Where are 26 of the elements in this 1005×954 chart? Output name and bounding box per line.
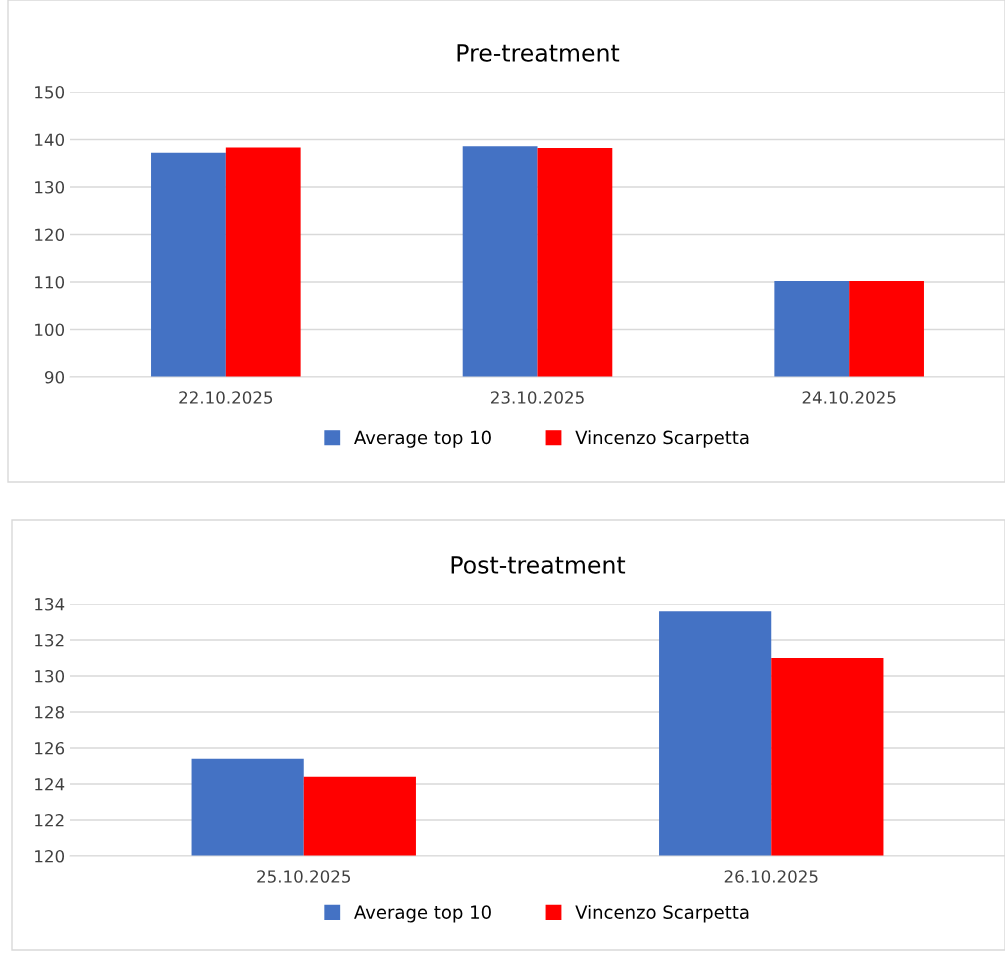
x-tick-label: 23.10.2025 — [491, 391, 584, 404]
x-tick-label: 25.10.2025 — [257, 870, 351, 883]
legend-label: Average top 10 — [354, 905, 491, 923]
y-tick-label: 128 — [35, 705, 64, 719]
chart-title: Pre-treatment — [457, 44, 620, 62]
x-tick-label: 22.10.2025 — [179, 391, 273, 404]
legend-label: Average top 10 — [354, 430, 491, 448]
y-tick-label: 130 — [35, 180, 65, 194]
y-tick-label: 100 — [35, 323, 65, 337]
y-tick-label: 126 — [35, 741, 65, 755]
y-tick-label: 90 — [44, 370, 65, 384]
y-tick-label: 120 — [35, 228, 65, 242]
y-tick-label: 110 — [35, 275, 65, 289]
legend-label: Vincenzo Scarpetta — [575, 430, 749, 448]
y-tick-label: 124 — [35, 777, 65, 791]
y-tick-label: 134 — [35, 597, 65, 611]
y-tick-label: 132 — [35, 633, 64, 647]
y-tick-label: 150 — [35, 85, 65, 99]
y-tick-label: 120 — [35, 849, 65, 863]
y-tick-label: 130 — [35, 669, 65, 683]
y-tick-label: 140 — [35, 133, 65, 147]
x-tick-label: 24.10.2025 — [802, 391, 896, 404]
chart-title: Post-treatment — [451, 556, 626, 574]
x-tick-label: 26.10.2025 — [724, 870, 818, 883]
legend-label: Vincenzo Scarpetta — [575, 905, 749, 923]
y-tick-label: 122 — [35, 813, 64, 827]
